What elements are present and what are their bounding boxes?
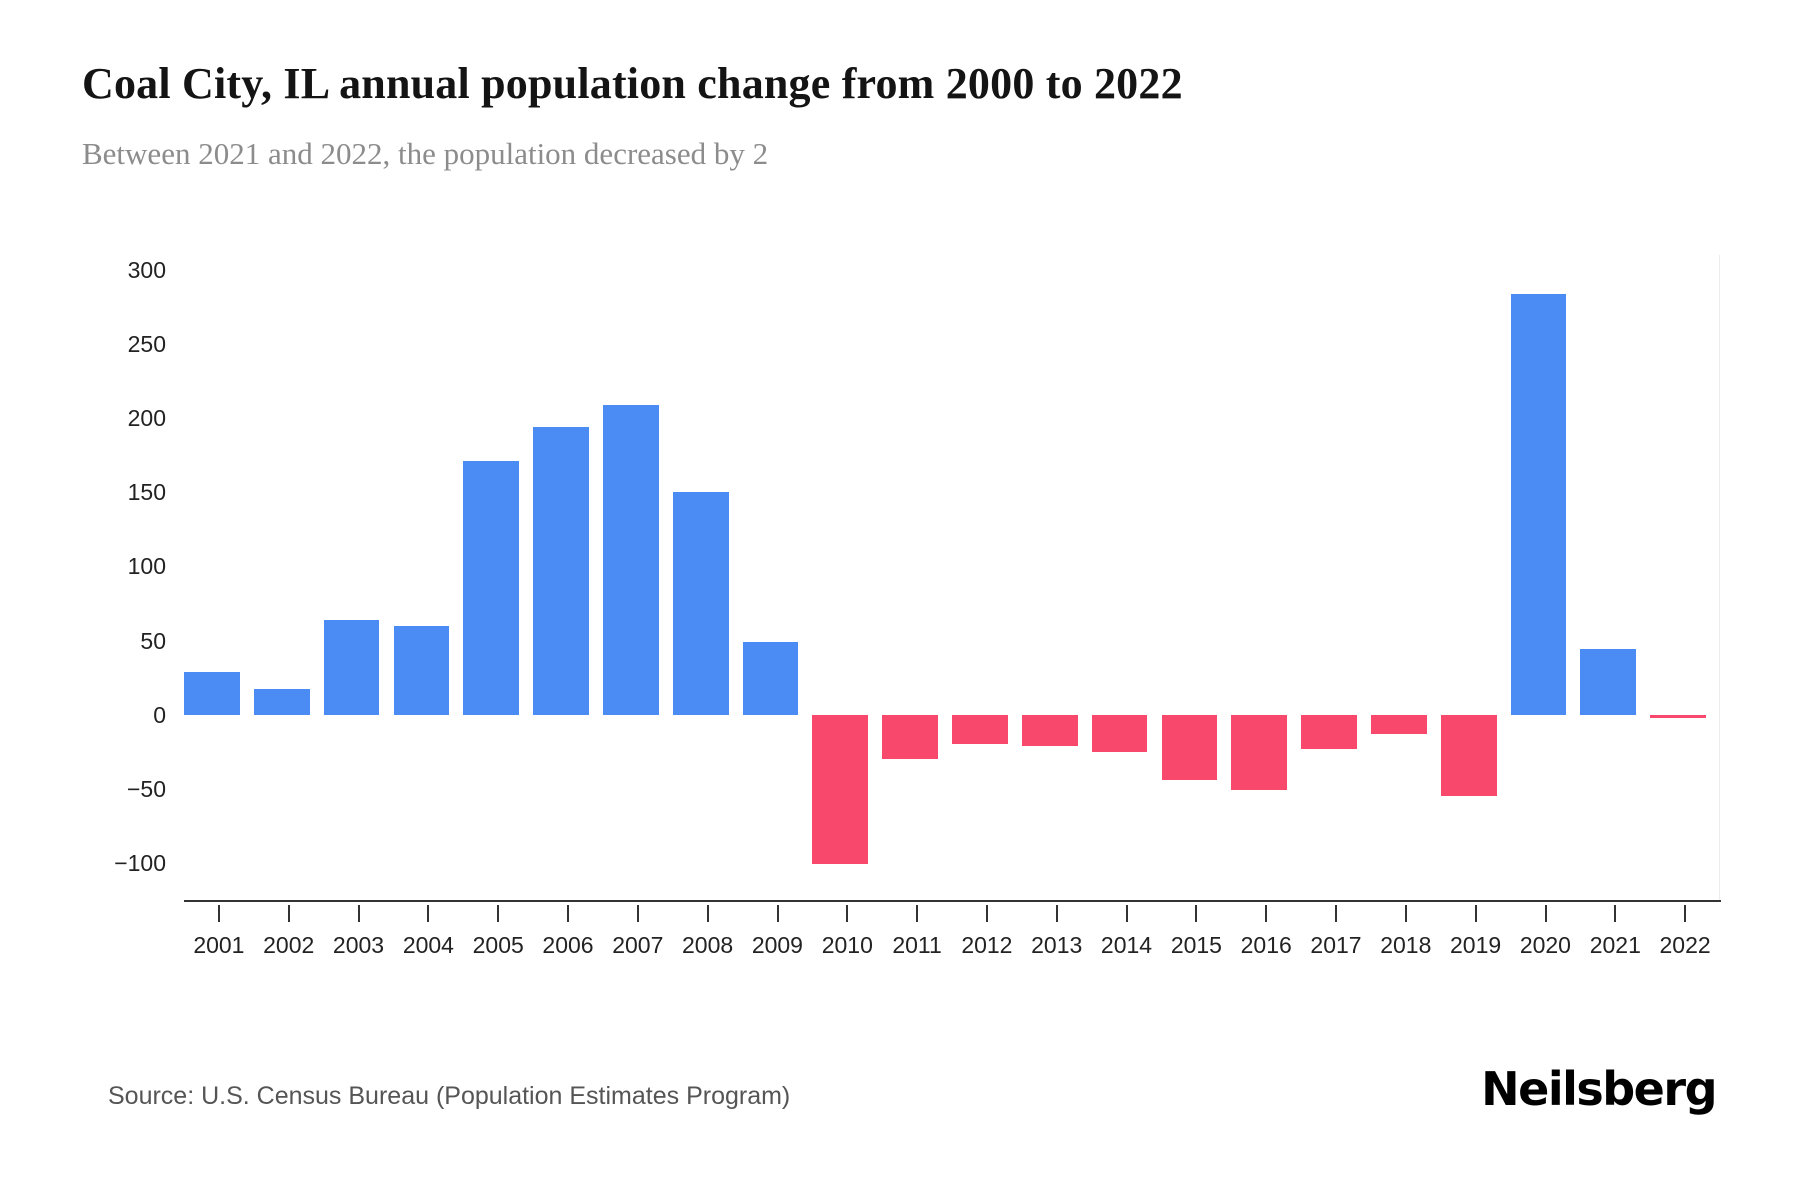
- x-tick-mark: [706, 905, 709, 922]
- y-axis-labels: 300 250 200 150 100 50 0 −50 −100: [104, 255, 166, 900]
- x-tick-label: 2012: [961, 932, 1013, 958]
- x-tick-label: 2001: [193, 932, 245, 958]
- x-tick-label: 2013: [1031, 932, 1083, 958]
- x-tick-label: 2003: [332, 932, 385, 958]
- plot-area: [184, 255, 1720, 900]
- x-tick-mark: [1544, 905, 1547, 922]
- x-tick-mark: [497, 905, 500, 922]
- source-attribution: Source: U.S. Census Bureau (Population E…: [108, 1082, 791, 1110]
- x-tick-mark: [217, 905, 220, 922]
- y-tick-label: 150: [127, 479, 166, 506]
- x-tick-label: 2017: [1310, 932, 1362, 958]
- x-axis-line: [184, 900, 1721, 902]
- x-tick-mark: [846, 905, 849, 922]
- x-tick-mark: [985, 905, 988, 922]
- bar-2009: [742, 642, 799, 715]
- bar-2019: [1440, 714, 1497, 797]
- chart-area: 300 250 200 150 100 50 0 −50 −100 2001 2002 2003 20…: [104, 255, 1744, 1015]
- x-tick-mark: [1335, 905, 1337, 922]
- bar-2015: [1161, 714, 1218, 780]
- x-tick-label: 2022: [1659, 932, 1711, 958]
- x-tick-label: 2007: [612, 932, 664, 958]
- bar-2022: [1650, 714, 1707, 718]
- bar-2006: [533, 427, 589, 715]
- x-tick-mark: [1195, 905, 1198, 922]
- bar-2001: [184, 671, 240, 715]
- bar-2012: [952, 714, 1008, 745]
- y-tick-label: 200: [127, 405, 166, 432]
- bar-2020: [1510, 293, 1567, 715]
- x-tick-mark: [1684, 905, 1687, 922]
- bar-2010: [812, 714, 869, 865]
- x-tick-label: 2008: [682, 932, 734, 958]
- x-tick-label: 2002: [263, 932, 315, 958]
- x-tick-mark: [776, 905, 779, 922]
- bar-2017: [1301, 714, 1357, 749]
- bar-2014: [1091, 714, 1148, 752]
- x-tick-label: 2011: [892, 932, 942, 958]
- chart-title: Coal City, IL annual population change f…: [82, 59, 1183, 108]
- x-tick-mark: [427, 905, 430, 922]
- bar-2021: [1580, 649, 1637, 715]
- x-tick-label: 2021: [1589, 932, 1641, 958]
- x-axis: 2001 2002 2003 2004 2005 2006 2007 2008 2009 2010…: [184, 900, 1720, 980]
- bar-2005: [463, 461, 520, 715]
- bar-2007: [602, 404, 659, 715]
- y-tick-label: 50: [140, 627, 166, 654]
- x-tick-label: 2016: [1240, 932, 1292, 958]
- chart-subtitle: Between 2021 and 2022, the population de…: [82, 136, 769, 171]
- x-tick-label: 2006: [542, 932, 594, 958]
- bar-2011: [882, 714, 939, 760]
- x-tick-mark: [1474, 905, 1477, 922]
- x-tick-label: 2015: [1170, 932, 1222, 958]
- x-tick-mark: [916, 905, 919, 922]
- x-tick-label: 2004: [402, 932, 454, 958]
- bar-2016: [1231, 714, 1288, 791]
- x-tick-label: 2010: [821, 932, 873, 958]
- bar-2003: [323, 619, 380, 715]
- neilsberg-logo: Neilsberg: [1481, 1062, 1717, 1116]
- y-tick-label: −50: [126, 775, 166, 802]
- x-tick-label: 2005: [472, 932, 524, 958]
- x-tick-mark: [636, 905, 639, 922]
- bar-2008: [672, 492, 729, 715]
- x-tick-mark: [1055, 905, 1058, 922]
- x-tick-label: 2020: [1519, 932, 1571, 958]
- x-tick-label: 2009: [751, 932, 803, 958]
- x-tick-mark: [1404, 905, 1407, 922]
- y-tick-label: 0: [153, 701, 166, 728]
- y-tick-label: 100: [127, 553, 166, 580]
- x-tick-label: 2019: [1450, 932, 1502, 958]
- bar-2018: [1370, 714, 1427, 734]
- bar-2004: [393, 625, 450, 715]
- bar-2013: [1021, 714, 1078, 746]
- x-tick-label: 2018: [1380, 932, 1432, 958]
- x-tick-label: 2014: [1100, 932, 1153, 958]
- x-tick-mark: [1265, 905, 1268, 922]
- y-tick-label: −100: [114, 849, 166, 876]
- x-tick-mark: [567, 905, 569, 922]
- bar-2002: [253, 689, 310, 715]
- y-tick-label: 250: [127, 331, 166, 357]
- x-tick-mark: [357, 905, 360, 922]
- x-tick-mark: [287, 905, 290, 922]
- x-tick-mark: [1614, 905, 1617, 922]
- y-tick-label: 300: [127, 256, 166, 283]
- x-tick-mark: [1125, 905, 1128, 922]
